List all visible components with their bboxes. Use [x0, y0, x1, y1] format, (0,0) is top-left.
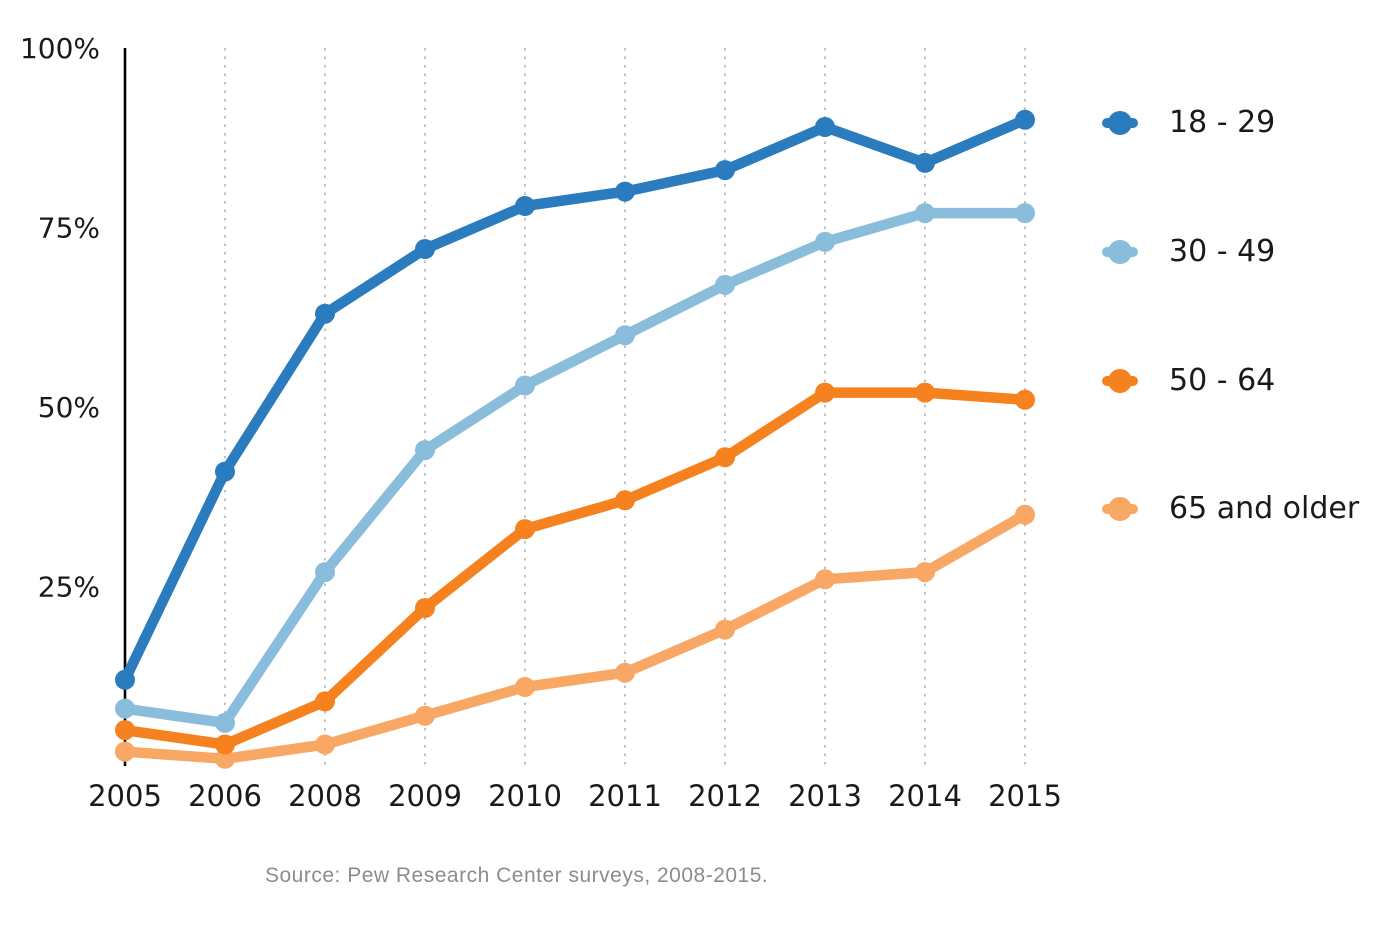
x-axis-tick-label: 2008	[288, 779, 362, 813]
series-line	[119, 387, 1031, 750]
data-point-marker	[715, 447, 735, 468]
data-point-marker	[615, 662, 635, 683]
y-axis-tick-label: 100%	[20, 32, 100, 65]
legend-item: 65 and older	[1102, 491, 1360, 526]
legend-line-marker-icon	[1102, 495, 1138, 523]
legend-label: 65 and older	[1169, 491, 1360, 526]
data-point-marker	[115, 698, 135, 719]
data-point-marker	[115, 669, 135, 690]
data-point-marker	[815, 569, 835, 590]
data-point-marker	[715, 160, 735, 181]
legend-line-marker-icon	[1102, 109, 1138, 137]
legend-line-marker-icon	[1102, 238, 1138, 266]
y-axis-tick-label: 75%	[38, 212, 100, 245]
y-axis-tick-label: 50%	[38, 391, 100, 424]
data-point-marker	[215, 712, 235, 733]
data-point-marker	[515, 196, 535, 216]
data-point-marker	[415, 440, 435, 461]
data-point-marker	[415, 598, 435, 618]
data-point-marker	[815, 231, 835, 252]
data-point-marker	[1015, 203, 1035, 224]
legend-item: 18 - 29	[1102, 105, 1276, 140]
data-point-marker	[915, 152, 935, 173]
data-point-marker	[215, 461, 235, 482]
data-point-marker	[915, 382, 935, 403]
data-point-marker	[115, 720, 135, 741]
data-point-marker	[715, 619, 735, 640]
data-point-marker	[415, 705, 435, 726]
source-note: Source: Pew Research Center surveys, 200…	[265, 864, 769, 887]
data-point-marker	[215, 748, 235, 769]
data-point-marker	[415, 239, 435, 259]
x-axis-tick-label: 2012	[688, 779, 762, 813]
data-point-marker	[115, 741, 135, 762]
data-point-marker	[515, 375, 535, 396]
series-line	[119, 114, 1031, 686]
data-point-marker	[815, 117, 835, 137]
legend-line-marker-icon	[1102, 367, 1138, 395]
series-line	[119, 509, 1031, 765]
series-line	[119, 207, 1031, 729]
x-axis-tick-label: 2015	[988, 779, 1062, 813]
data-point-marker	[315, 734, 335, 755]
data-point-marker	[1015, 109, 1035, 130]
data-point-marker	[615, 490, 635, 511]
data-point-marker	[315, 303, 335, 324]
data-point-marker	[515, 677, 535, 697]
data-point-marker	[615, 181, 635, 202]
x-axis-tick-label: 2010	[488, 779, 562, 813]
data-point-marker	[815, 382, 835, 403]
legend-label: 50 - 64	[1169, 363, 1276, 398]
data-point-marker	[1015, 389, 1035, 410]
data-point-marker	[1015, 504, 1035, 525]
x-axis-tick-label: 2005	[88, 779, 162, 813]
x-axis-tick-label: 2009	[388, 779, 462, 813]
data-point-marker	[215, 734, 235, 755]
data-point-marker	[915, 203, 935, 224]
x-axis-tick-label: 2006	[188, 779, 262, 813]
data-point-marker	[715, 274, 735, 295]
data-point-marker	[915, 562, 935, 583]
legend-item: 30 - 49	[1102, 234, 1276, 269]
x-axis-tick-label: 2014	[888, 779, 962, 813]
legend-label: 30 - 49	[1169, 234, 1276, 269]
data-point-marker	[315, 691, 335, 712]
data-point-marker	[615, 325, 635, 346]
data-point-marker	[515, 519, 535, 540]
y-axis-tick-label: 25%	[38, 571, 100, 604]
x-axis-tick-label: 2011	[588, 779, 662, 813]
x-axis-tick-label: 2013	[788, 779, 862, 813]
legend-item: 50 - 64	[1102, 363, 1276, 398]
data-point-marker	[315, 562, 335, 583]
legend-label: 18 - 29	[1169, 105, 1276, 140]
